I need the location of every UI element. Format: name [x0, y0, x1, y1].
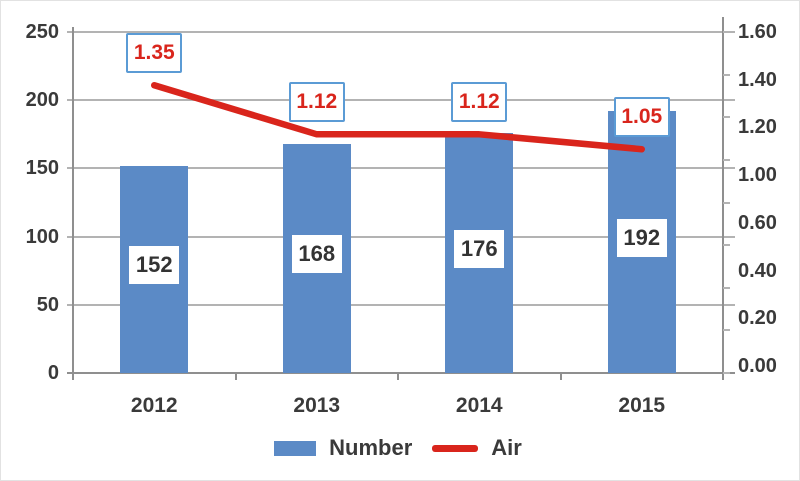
- legend-bar-swatch: [274, 440, 317, 456]
- gridline: [67, 235, 735, 238]
- x-axis-line: [67, 372, 735, 374]
- right-axis-tick: [723, 329, 730, 332]
- legend-item-number: Number: [274, 435, 412, 461]
- x-axis-category-label: 2012: [130, 394, 178, 417]
- left-axis-tick-label: 200: [25, 89, 59, 112]
- right-axis-line: [722, 17, 724, 373]
- right-axis-tick-label: 0.20: [738, 307, 777, 330]
- left-axis-tick-label: 100: [25, 225, 59, 248]
- right-axis-tick-label: 0.00: [738, 355, 777, 377]
- gridline: [67, 167, 735, 170]
- left-axis-tick-label: 150: [25, 157, 59, 180]
- x-axis-tick: [559, 373, 562, 380]
- bar-value-label: 168: [291, 235, 342, 274]
- x-axis-tick: [72, 373, 74, 380]
- line-value-label: 1.12: [451, 82, 508, 123]
- right-axis-tick-label: 1.00: [738, 164, 777, 187]
- left-axis-tick-label: 50: [36, 293, 59, 316]
- x-axis-category-label: 2013: [293, 394, 341, 417]
- legend-label: Number: [329, 435, 413, 460]
- line-value-label: 1.05: [613, 97, 670, 138]
- legend: Number Air: [73, 435, 723, 461]
- left-axis-tick-label: 0: [47, 362, 59, 384]
- right-axis-tick: [723, 158, 730, 161]
- right-axis-tick-label: 1.40: [738, 68, 777, 91]
- left-axis-line: [72, 27, 74, 373]
- bar-value-label: 152: [129, 246, 180, 285]
- right-axis-tick: [723, 372, 730, 374]
- right-axis-tick: [723, 31, 730, 33]
- x-axis-category-label: 2015: [618, 394, 666, 417]
- right-axis-tick: [723, 116, 730, 119]
- line-value-label: 1.12: [288, 82, 345, 123]
- line-value-label: 1.35: [126, 33, 183, 74]
- right-axis-tick-label: 0.40: [738, 259, 777, 282]
- gridline: [67, 31, 735, 33]
- right-axis-tick: [723, 286, 730, 289]
- legend-item-air: Air: [432, 435, 522, 461]
- legend-line-swatch: [432, 444, 479, 452]
- x-axis-tick: [234, 373, 237, 380]
- bar-value-label: 192: [616, 219, 667, 258]
- right-axis-tick-label: 1.60: [738, 21, 777, 43]
- x-axis-category-label: 2014: [455, 394, 503, 417]
- air-line: [151, 82, 645, 153]
- right-axis-tick-label: 1.20: [738, 116, 777, 139]
- x-axis-tick: [722, 373, 724, 380]
- right-axis-tick: [723, 201, 730, 204]
- gridline: [67, 303, 735, 306]
- right-axis-tick: [723, 73, 730, 76]
- left-axis-tick-label: 250: [25, 21, 59, 43]
- legend-label: Air: [491, 435, 522, 460]
- bar-value-label: 176: [454, 229, 505, 268]
- x-axis-tick: [397, 373, 399, 380]
- right-axis-tick-label: 0.60: [738, 211, 777, 234]
- right-axis-tick: [723, 244, 730, 247]
